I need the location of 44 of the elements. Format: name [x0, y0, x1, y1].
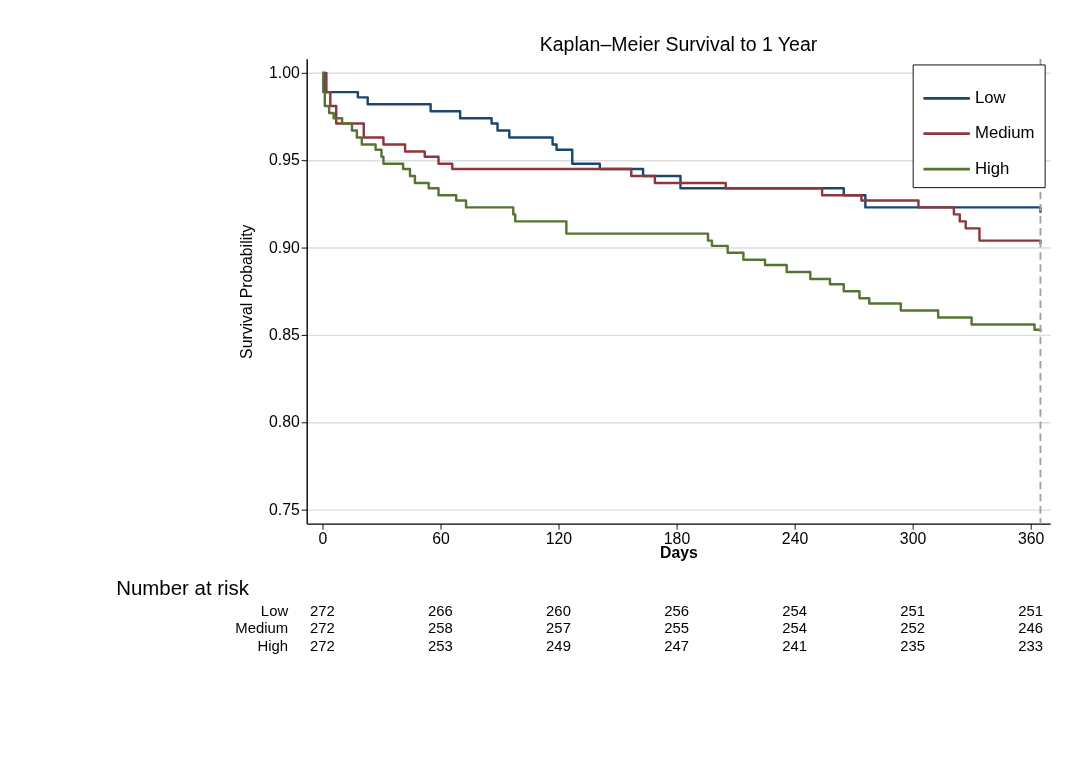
- legend-label: Medium: [974, 123, 1035, 143]
- y-tick-label: 0.95: [269, 151, 300, 169]
- x-tick-label: 120: [545, 529, 573, 547]
- y-tick-label: 0.90: [269, 238, 300, 256]
- text: 247: [664, 637, 689, 654]
- x-tick-label: 60: [432, 529, 450, 547]
- text: 241: [782, 637, 807, 654]
- text: 249: [546, 637, 571, 654]
- y-tick-label: 0.75: [269, 500, 300, 518]
- text: 235: [900, 637, 925, 654]
- y-tick-label: 0.80: [269, 413, 300, 431]
- text: Number at risk: [116, 576, 250, 600]
- x-tick-label: 0: [318, 529, 328, 547]
- y-tick-label: 1.00: [269, 64, 300, 81]
- text: 258: [428, 620, 453, 637]
- text: 256: [664, 602, 689, 619]
- x-tick-label: 300: [899, 529, 927, 547]
- text: 260: [546, 602, 571, 619]
- x-tick-label: 360: [1017, 529, 1045, 547]
- text: 254: [782, 620, 807, 637]
- text: 233: [1018, 637, 1043, 654]
- chart-title: Kaplan–Meier Survival to 1 Year: [539, 32, 818, 55]
- text: 254: [782, 602, 807, 619]
- text: 251: [900, 602, 925, 619]
- y-axis-title: Survival Probability: [238, 224, 256, 359]
- text: Medium: [235, 620, 289, 637]
- x-tick-label: 240: [781, 529, 809, 547]
- x-axis-title: Days: [660, 544, 699, 562]
- text: 266: [428, 602, 453, 619]
- text: 272: [310, 620, 335, 637]
- legend-label: High: [974, 158, 1010, 178]
- text: 257: [546, 620, 571, 637]
- text: 252: [900, 620, 925, 637]
- text: 251: [1018, 602, 1043, 619]
- legend-label: Low: [974, 88, 1007, 108]
- y-tick-label: 0.85: [269, 326, 300, 344]
- text: 272: [310, 637, 335, 654]
- text: 253: [428, 637, 453, 654]
- text: High: [257, 637, 289, 654]
- text: Low: [260, 602, 289, 619]
- text: 255: [664, 620, 689, 637]
- text: 246: [1018, 620, 1043, 637]
- text: 272: [310, 602, 335, 619]
- x-tick-label: 180: [663, 529, 691, 547]
